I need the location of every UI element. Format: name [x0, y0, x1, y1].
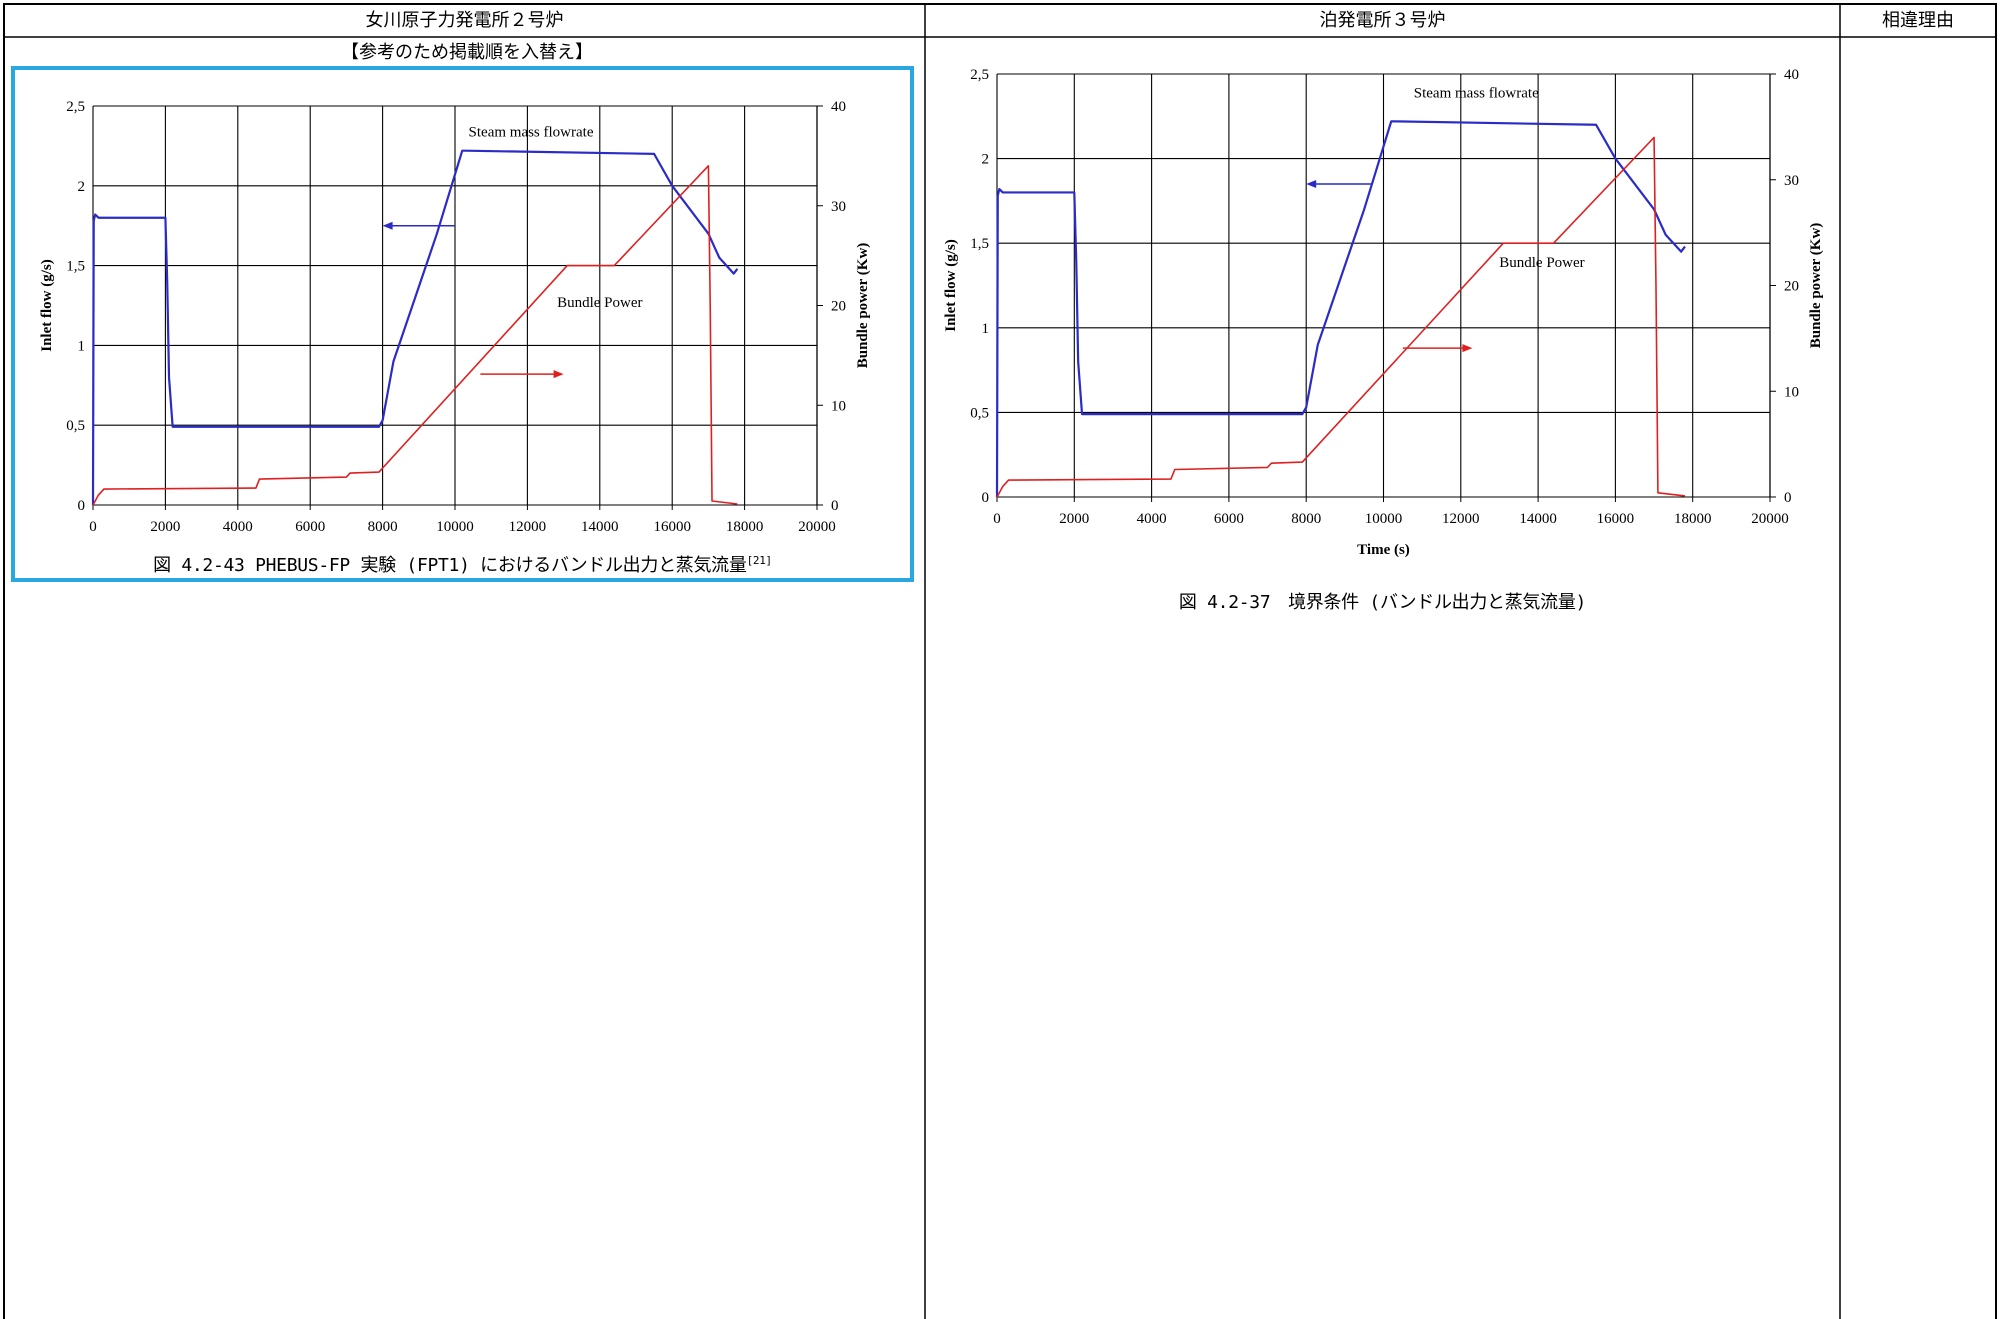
figure-caption-left: 図 4.2-43 PHEBUS-FP 実験 (FPT1) におけるバンドル出力と…	[13, 551, 912, 577]
series-line-steam-flowrate	[91, 149, 739, 506]
x-tick-label: 20000	[1751, 511, 1789, 527]
x-tick-label: 18000	[1674, 511, 1712, 527]
x-tick-label: 16000	[1597, 511, 1635, 527]
x-tick-label: 20000	[798, 519, 836, 535]
arrow-head-steam	[1306, 179, 1317, 188]
x-axis-label: Time (s)	[1357, 542, 1410, 558]
arrow-head-power	[553, 370, 564, 379]
y-tick-label: 1	[982, 321, 990, 337]
x-tick-label: 4000	[223, 519, 253, 535]
annotation-bundle-power: Bundle Power	[557, 295, 642, 311]
x-tick-label: 8000	[368, 519, 398, 535]
arrow-head-steam	[382, 221, 393, 230]
y2-axis-label: Bundle power (Kw)	[1808, 223, 1824, 349]
series-line-bundle-power	[92, 165, 738, 506]
y-tick-label: 2,5	[970, 67, 989, 83]
y2-tick-label: 40	[831, 99, 846, 115]
x-tick-label: 2000	[1059, 511, 1089, 527]
y-tick-label: 2	[78, 179, 86, 195]
x-tick-label: 4000	[1137, 511, 1167, 527]
arrow-head-power	[1462, 344, 1473, 353]
y2-tick-label: 10	[1784, 384, 1799, 400]
x-tick-label: 8000	[1291, 511, 1321, 527]
reference-superscript: [21]	[746, 554, 773, 567]
figure-caption-left-text: 図 4.2-43 PHEBUS-FP 実験 (FPT1) におけるバンドル出力と…	[153, 555, 747, 576]
chart-right-boundary-conditions: 0 2000 4000 6000 8000 10000 12000 14000 16000 180…	[943, 67, 1824, 558]
y2-tick-label: 20	[831, 299, 846, 315]
series-line-bundle-power	[996, 136, 1686, 498]
y2-tick-label: 30	[1784, 173, 1799, 189]
x-tick-label: 0	[993, 511, 1001, 527]
series-line-steam-flowrate	[995, 120, 1686, 498]
y-tick-label: 0	[78, 498, 86, 514]
y-tick-label: 1	[78, 338, 86, 354]
x-tick-label: 12000	[509, 519, 547, 535]
x-tick-label: 6000	[295, 519, 325, 535]
y2-tick-label: 20	[1784, 279, 1799, 295]
y-tick-label: 2,5	[66, 99, 85, 115]
y2-tick-label: 10	[831, 398, 846, 414]
x-tick-label: 6000	[1214, 511, 1244, 527]
y-tick-label: 2	[982, 152, 990, 168]
x-tick-label: 18000	[726, 519, 764, 535]
y2-tick-label: 30	[831, 199, 846, 215]
header-tomari-unit3: 泊発電所３号炉	[1319, 10, 1446, 31]
y-tick-label: 1,5	[970, 236, 989, 252]
y-axis-label: Inlet flow (g/s)	[943, 239, 959, 332]
y2-tick-label: 0	[1784, 490, 1792, 506]
y-tick-label: 0,5	[66, 418, 85, 434]
annotation-steam-flowrate: Steam mass flowrate	[1414, 86, 1539, 102]
y-tick-label: 1,5	[66, 259, 85, 275]
x-tick-label: 10000	[436, 519, 474, 535]
y-axis-label: Inlet flow (g/s)	[39, 259, 55, 352]
x-tick-label: 10000	[1365, 511, 1403, 527]
x-tick-label: 12000	[1442, 511, 1480, 527]
y2-axis-label: Bundle power (Kw)	[855, 243, 871, 369]
figure-caption-right: 図 4.2-37 境界条件 (バンドル出力と蒸気流量)	[1178, 592, 1587, 613]
annotation-steam-flowrate: Steam mass flowrate	[469, 124, 594, 140]
y-tick-label: 0	[982, 490, 990, 506]
header-difference-reason: 相違理由	[1882, 10, 1954, 31]
x-tick-label: 2000	[150, 519, 180, 535]
x-tick-label: 14000	[581, 519, 619, 535]
highlight-box	[11, 66, 914, 582]
x-tick-label: 0	[89, 519, 97, 535]
chart-left-phebus-fpt1: 0 2000 4000 6000 8000 10000 12000 14000 16000 180…	[39, 99, 871, 535]
annotation-bundle-power: Bundle Power	[1499, 255, 1584, 271]
x-tick-label: 16000	[653, 519, 691, 535]
y-tick-label: 0,5	[970, 405, 989, 421]
reorder-note: 【参考のため掲載順を入替え】	[341, 42, 593, 63]
header-onagawa-unit2: 女川原子力発電所２号炉	[365, 10, 564, 31]
y2-tick-label: 0	[831, 498, 839, 514]
x-tick-label: 14000	[1519, 511, 1557, 527]
y2-tick-label: 40	[1784, 67, 1799, 83]
